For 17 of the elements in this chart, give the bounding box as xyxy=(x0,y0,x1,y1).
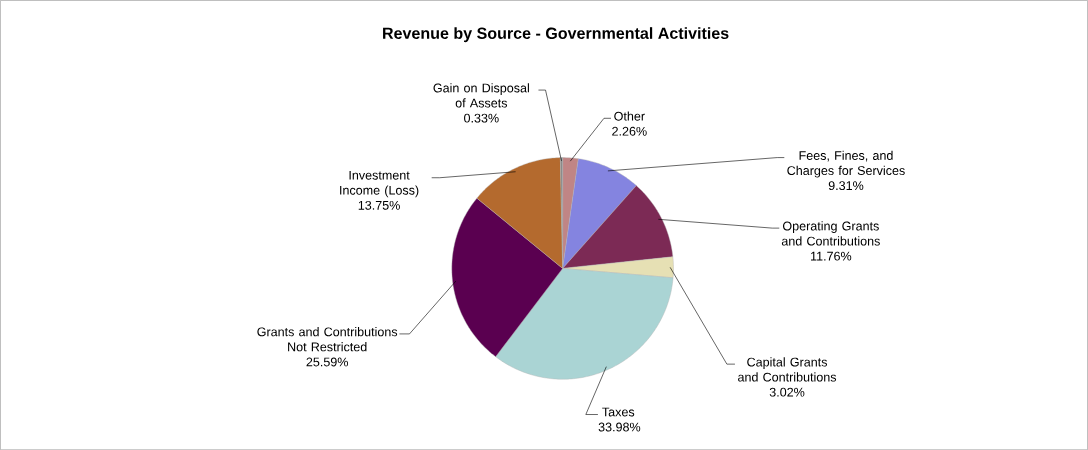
data-label: 2.26% xyxy=(612,126,647,136)
data-label: 3.02% xyxy=(769,387,805,397)
data-label: 13.75% xyxy=(358,200,400,210)
data-label: 11.76% xyxy=(811,251,852,261)
slice-label: Grants and Contributions Not Restricted xyxy=(257,326,398,352)
slice-label: Fees, Fines, and Charges for Services xyxy=(787,150,905,178)
slice-label: Investment Income (Loss) xyxy=(340,170,419,198)
data-label: 0.33% xyxy=(464,113,499,123)
slice-label: Operating Grants and Contributions xyxy=(781,221,880,246)
data-label: 33.98% xyxy=(598,422,641,432)
data-label: 9.31% xyxy=(828,181,864,190)
slice-label: Gain on Disposal of Assets xyxy=(433,83,529,108)
slice-label: Other xyxy=(614,111,645,121)
chart-title: Revenue by Source - Governmental Activities xyxy=(383,27,729,43)
data-label: 25.59% xyxy=(306,357,348,367)
slice-label: Capital Grants and Contributions xyxy=(738,357,837,382)
slice-label: Taxes xyxy=(602,407,635,417)
